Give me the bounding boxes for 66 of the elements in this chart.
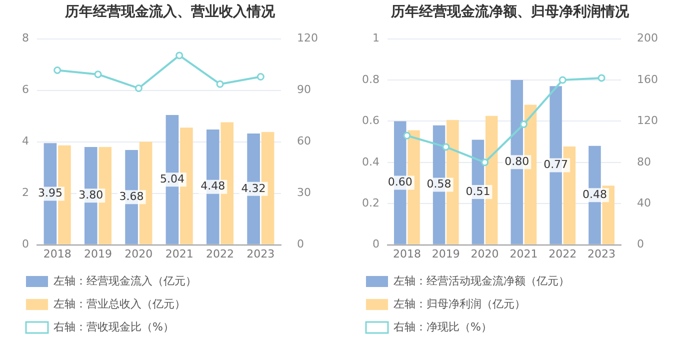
x-tick-label: 2019 <box>84 247 112 260</box>
y2-tick-label: 40 <box>637 196 652 210</box>
x-tick-label: 2021 <box>165 247 194 260</box>
data-label: 5.04 <box>160 172 184 186</box>
y2-tick-label: 160 <box>637 72 658 86</box>
x-tick-label: 2022 <box>548 247 577 260</box>
y2-tick-label: 90 <box>297 83 312 96</box>
point <box>403 132 411 140</box>
x-tick-label: 2023 <box>588 247 616 260</box>
x-tick-label: 2023 <box>246 247 275 260</box>
y-tick-label: 0.2 <box>362 196 380 210</box>
y-tick-label: 6 <box>22 83 29 96</box>
chart-title: 历年经营现金流入、营业收入情况 <box>64 3 276 20</box>
x-tick-label: 2018 <box>392 247 421 260</box>
y2-tick-label: 80 <box>637 155 652 168</box>
data-label: 0.48 <box>582 188 607 201</box>
legend-label: 右轴：净现比（%） <box>394 320 492 334</box>
y-tick-label: 0 <box>372 238 380 251</box>
data-label: 0.51 <box>466 184 490 198</box>
y2-tick-label: 200 <box>637 32 658 45</box>
y-tick-label: 8 <box>22 32 29 45</box>
y-tick-label: 0 <box>22 238 29 251</box>
point <box>176 52 184 60</box>
data-label: 3.95 <box>38 186 62 200</box>
data-label: 0.60 <box>388 176 412 189</box>
y-tick-label: 2 <box>22 186 29 200</box>
point <box>520 120 528 128</box>
y-tick-label: 0.6 <box>362 114 380 128</box>
chart-title: 历年经营现金流净额、归母净利润情况 <box>390 3 630 20</box>
y2-tick-label: 60 <box>297 134 312 148</box>
legend-label: 左轴：营业总收入（亿元） <box>54 297 186 310</box>
legend-label: 左轴：经营活动现金流净额（亿元） <box>394 274 570 288</box>
y-tick-label: 1 <box>372 32 380 45</box>
y2-tick-label: 120 <box>637 114 658 128</box>
y2-tick-label: 0 <box>297 238 304 251</box>
legend-label: 右轴：营收现金比（%） <box>54 320 174 334</box>
legend-label: 左轴：经营现金流入（亿元） <box>54 274 196 288</box>
x-tick-label: 2020 <box>470 247 499 260</box>
point <box>442 143 450 151</box>
y2-tick-label: 0 <box>637 238 644 251</box>
y-tick-label: 0.8 <box>362 72 380 86</box>
point <box>94 70 102 78</box>
data-label: 4.48 <box>200 180 226 193</box>
legend-label: 左轴：归母净利润（亿元） <box>394 297 526 310</box>
point <box>134 84 142 92</box>
x-tick-label: 2022 <box>206 247 234 260</box>
point <box>216 80 224 88</box>
x-tick-label: 2018 <box>43 247 72 260</box>
point <box>481 158 489 166</box>
x-tick-label: 2021 <box>510 247 538 260</box>
y2-tick-label: 120 <box>297 32 318 45</box>
point <box>558 76 566 84</box>
data-label: 3.68 <box>119 190 144 204</box>
x-tick-label: 2020 <box>124 247 153 260</box>
point <box>54 66 62 74</box>
data-label: 4.32 <box>241 182 266 195</box>
data-label: 0.77 <box>544 158 568 172</box>
y-tick-label: 0.4 <box>362 155 380 168</box>
data-label: 0.80 <box>504 155 530 168</box>
x-tick-label: 2019 <box>432 247 460 260</box>
y2-tick-label: 30 <box>297 186 312 200</box>
data-label: 3.80 <box>78 188 104 202</box>
y-tick-label: 4 <box>22 134 29 148</box>
data-label: 0.58 <box>426 178 452 191</box>
point <box>598 74 606 82</box>
point <box>256 72 264 80</box>
